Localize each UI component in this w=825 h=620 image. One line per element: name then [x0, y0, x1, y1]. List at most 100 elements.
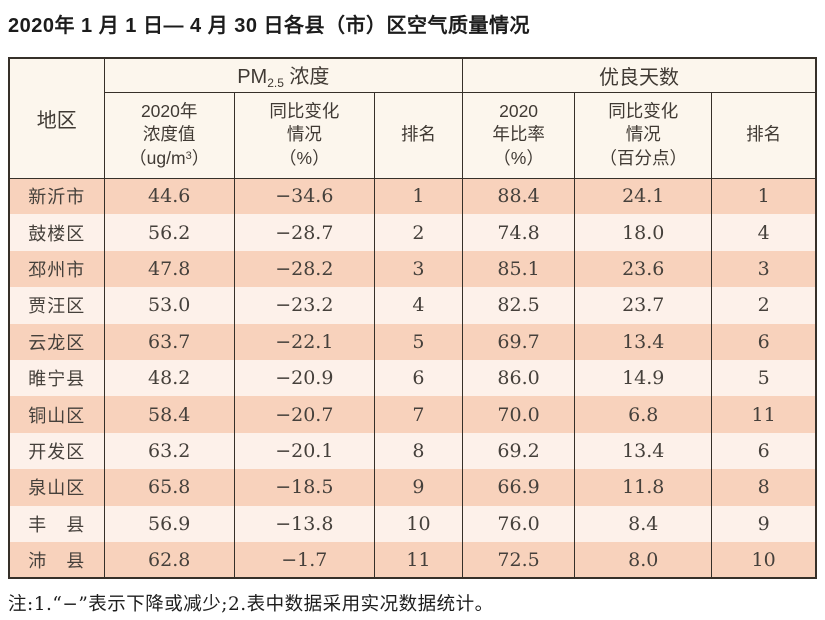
header-sub-row: 2020年 浓度值 （ug/m3） 同比变化 情况 （%） 排名 2020 年比…	[9, 91, 817, 179]
value-cell: 14.9	[574, 359, 713, 397]
col-header-pm-value: 2020年 浓度值 （ug/m3）	[103, 91, 235, 179]
value-cell: 10	[711, 541, 817, 579]
value-cell: 86.0	[462, 359, 576, 397]
col-header-good-rate: 2020 年比率 （%）	[462, 91, 576, 179]
value-cell: 2	[711, 287, 817, 324]
col-header-good-rank: 排名	[711, 91, 817, 179]
value-cell: 6	[711, 432, 817, 470]
col-group-good-days: 优良天数	[462, 57, 817, 93]
value-cell: 74.8	[462, 214, 576, 251]
value-cell: 3	[711, 250, 817, 288]
value-cell: 18.0	[574, 214, 713, 251]
value-cell: 6.8	[574, 396, 713, 433]
value-cell: 48.2	[103, 359, 235, 397]
page-title: 2020年 1 月 1 日— 4 月 30 日各县（市）区空气质量情况	[8, 15, 531, 37]
value-cell: 44.6	[103, 178, 235, 215]
air-quality-table: 地区 PM2.5 浓度 优良天数 2020年 浓度值 （ug/m3） 同比变化 …	[8, 57, 817, 580]
value-cell: 9	[711, 505, 817, 542]
region-cell: 睢宁县	[8, 359, 105, 397]
region-cell: 新沂市	[8, 178, 105, 215]
region-cell: 丰 县	[8, 505, 105, 542]
value-cell: 11.8	[574, 469, 713, 506]
table-row: 鼓楼区 56.2 −28.7 2 74.8 18.0 4	[8, 214, 817, 251]
table-row: 云龙区 63.7 −22.1 5 69.7 13.4 6	[8, 323, 817, 360]
table-row: 铜山区 58.4 −20.7 7 70.0 6.8 11	[8, 396, 817, 433]
value-cell: 1	[373, 178, 464, 215]
value-cell: −23.2	[233, 287, 375, 324]
region-cell: 云龙区	[8, 323, 105, 360]
value-cell: 76.0	[462, 505, 576, 542]
value-cell: −28.7	[233, 214, 375, 251]
value-cell: −28.2	[233, 250, 375, 288]
value-cell: 5	[711, 359, 817, 397]
value-cell: 66.9	[462, 469, 576, 506]
table-row: 睢宁县 48.2 −20.9 6 86.0 14.9 5	[8, 359, 817, 397]
value-cell: 63.7	[103, 323, 235, 360]
col-header-pm-rank: 排名	[373, 91, 464, 179]
value-cell: 82.5	[462, 287, 576, 324]
region-cell: 鼓楼区	[8, 214, 105, 251]
value-cell: 6	[711, 323, 817, 360]
header-group-row: 地区 PM2.5 浓度 优良天数	[8, 57, 817, 179]
value-cell: 11	[711, 396, 817, 433]
value-cell: 8	[711, 469, 817, 506]
pm25-subscript: 2.5	[267, 76, 284, 91]
region-cell: 铜山区	[8, 396, 105, 433]
value-cell: 69.7	[462, 323, 576, 360]
value-cell: 13.4	[574, 323, 713, 360]
value-cell: 65.8	[103, 469, 235, 506]
table-header: 地区 PM2.5 浓度 优良天数 2020年 浓度值 （ug/m3） 同比变化 …	[8, 57, 817, 179]
col-group-pm25: PM2.5 浓度	[103, 57, 464, 93]
table-row: 新沂市 44.6 −34.6 1 88.4 24.1 1	[8, 178, 817, 215]
value-cell: −20.9	[233, 359, 375, 397]
region-cell: 贾汪区	[8, 287, 105, 324]
value-cell: 7	[373, 396, 464, 433]
pm25-suffix: 浓度	[283, 66, 330, 89]
value-cell: 8.4	[574, 505, 713, 542]
value-cell: −18.5	[233, 469, 375, 506]
value-cell: 88.4	[462, 178, 576, 215]
table-row: 泉山区 65.8 −18.5 9 66.9 11.8 8	[8, 469, 817, 506]
value-cell: −1.7	[233, 541, 375, 579]
table-row: 沛 县 62.8 −1.7 11 72.5 8.0 10	[8, 541, 817, 579]
col-header-pm-change: 同比变化 情况 （%）	[233, 91, 375, 179]
value-cell: −20.1	[233, 432, 375, 470]
pm25-prefix: PM	[237, 66, 268, 89]
value-cell: 23.6	[574, 250, 713, 288]
col-header-region: 地区	[8, 57, 105, 179]
value-cell: 53.0	[103, 287, 235, 324]
value-cell: 9	[373, 469, 464, 506]
value-cell: 56.9	[103, 505, 235, 542]
value-cell: 4	[373, 287, 464, 324]
value-cell: 2	[373, 214, 464, 251]
value-cell: 8	[373, 432, 464, 470]
table-row: 丰 县 56.9 −13.8 10 76.0 8.4 9	[8, 505, 817, 542]
value-cell: 58.4	[103, 396, 235, 433]
value-cell: −22.1	[233, 323, 375, 360]
value-cell: −20.7	[233, 396, 375, 433]
footnote: 注:1.“−”表示下降或减少;2.表中数据采用实况数据统计。	[8, 594, 494, 615]
region-cell: 泉山区	[8, 469, 105, 506]
value-cell: 3	[373, 250, 464, 288]
value-cell: 11	[373, 541, 464, 579]
value-cell: 23.7	[574, 287, 713, 324]
value-cell: 5	[373, 323, 464, 360]
value-cell: 63.2	[103, 432, 235, 470]
value-cell: −13.8	[233, 505, 375, 542]
pm-unit: （ug/m3）	[129, 147, 210, 168]
value-cell: 70.0	[462, 396, 576, 433]
table-row: 邳州市 47.8 −28.2 3 85.1 23.6 3	[8, 250, 817, 288]
region-cell: 沛 县	[8, 541, 105, 579]
value-cell: 62.8	[103, 541, 235, 579]
table-row: 贾汪区 53.0 −23.2 4 82.5 23.7 2	[8, 287, 817, 324]
value-cell: 8.0	[574, 541, 713, 579]
region-cell: 邳州市	[8, 250, 105, 288]
value-cell: 47.8	[103, 250, 235, 288]
value-cell: 69.2	[462, 432, 576, 470]
value-cell: 24.1	[574, 178, 713, 215]
value-cell: 85.1	[462, 250, 576, 288]
col-header-good-change: 同比变化 情况 （百分点）	[574, 91, 713, 179]
table-row: 开发区 63.2 −20.1 8 69.2 13.4 6	[8, 432, 817, 470]
value-cell: 4	[711, 214, 817, 251]
